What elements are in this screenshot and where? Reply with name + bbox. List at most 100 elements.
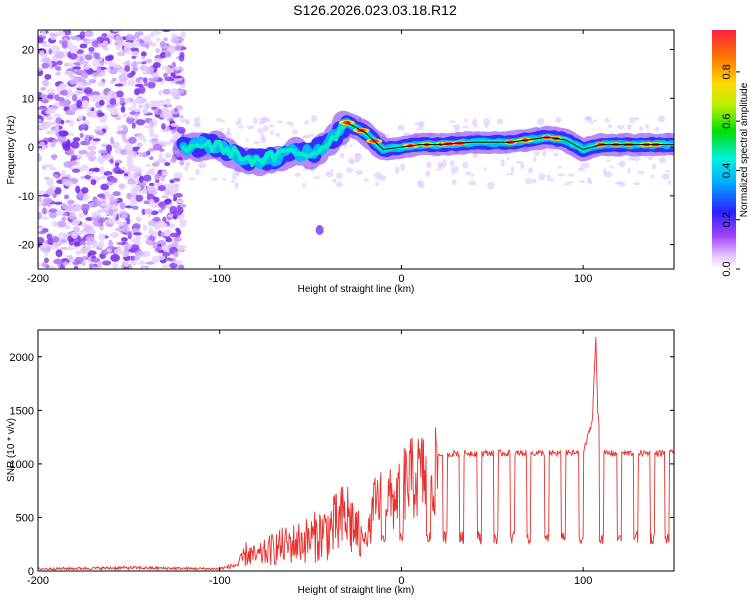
haze-blob [568, 173, 575, 177]
noise-blob [61, 216, 67, 222]
noise-blob [98, 240, 105, 249]
spectrogram-xlabel: Height of straight line (km) [298, 284, 415, 295]
noise-blob [128, 136, 137, 144]
noise-blob [45, 130, 54, 135]
haze-blob [276, 120, 284, 124]
colorbar-tick-label: 0.2 [721, 212, 733, 227]
haze-blob [538, 173, 546, 181]
noise-blob [106, 181, 114, 186]
noise-blob [81, 187, 89, 194]
haze-blob [339, 152, 345, 159]
y-tick-label: -10 [18, 191, 34, 203]
noise-blob [42, 207, 47, 215]
haze-blob [528, 166, 534, 174]
haze-blob [189, 177, 196, 180]
noise-blob [38, 106, 44, 111]
noise-blob [67, 88, 73, 96]
colorbar-gradient [712, 30, 736, 269]
noise-blob [138, 85, 146, 94]
noise-blob [109, 137, 115, 145]
y-tick-label: 2000 [10, 352, 34, 364]
noise-blob [114, 248, 123, 255]
noise-blob [46, 178, 55, 186]
haze-blob [632, 182, 641, 186]
noise-blob [161, 264, 170, 268]
noise-blob [148, 182, 155, 187]
noise-blob [112, 191, 121, 197]
noise-blob [146, 58, 152, 64]
noise-blob [79, 132, 84, 139]
noise-blob [86, 239, 92, 246]
noise-blob [136, 142, 143, 148]
haze-blob [626, 124, 632, 130]
noise-blob [153, 133, 159, 140]
haze-blob [436, 168, 441, 171]
noise-blob [115, 220, 122, 225]
noise-blob [164, 98, 170, 103]
noise-blob [116, 125, 122, 131]
noise-blob [176, 245, 185, 252]
noise-blob [40, 98, 49, 104]
haze-blob [374, 182, 380, 186]
noise-blob [114, 83, 124, 87]
noise-blob [140, 51, 147, 57]
haze-blob [252, 140, 261, 145]
haze-blob [633, 116, 640, 121]
noise-blob [52, 154, 57, 161]
noise-blob [82, 38, 88, 42]
noise-blob [80, 123, 87, 128]
haze-blob [562, 183, 571, 186]
haze-blob [506, 156, 510, 161]
noise-blob [54, 65, 62, 71]
x-tick-label: 100 [574, 575, 592, 587]
haze-blob [292, 129, 298, 135]
noise-blob [103, 96, 110, 101]
noise-blob [125, 34, 134, 42]
noise-blob [129, 260, 138, 266]
haze-blob [275, 132, 281, 137]
noise-blob [161, 122, 166, 130]
noise-blob [79, 31, 86, 39]
noise-blob [98, 99, 105, 106]
noise-blob [127, 78, 136, 87]
haze-blob [336, 181, 343, 188]
noise-blob [121, 249, 130, 258]
haze-blob [452, 124, 461, 130]
noise-blob [125, 60, 131, 67]
noise-blob [68, 75, 76, 79]
noise-blob [53, 173, 59, 179]
noise-blob [83, 65, 91, 70]
noise-blob [143, 200, 151, 205]
noise-blob [168, 187, 177, 195]
noise-blob [114, 161, 120, 168]
noise-blob [109, 232, 120, 238]
haze-blob [524, 177, 532, 185]
noise-blob [172, 210, 183, 216]
noise-blob [92, 60, 100, 68]
noise-blob [74, 203, 82, 212]
noise-blob [163, 37, 168, 42]
noise-blob [65, 246, 75, 251]
haze-blob [557, 173, 566, 177]
noise-blob [85, 216, 93, 221]
noise-blob [117, 51, 126, 57]
noise-blob [137, 151, 143, 158]
haze-blob [184, 165, 189, 172]
noise-blob [127, 72, 134, 79]
noise-blob [72, 226, 80, 233]
figure-title: S126.2026.023.03.18.R12 [293, 2, 457, 18]
noise-blob [133, 167, 143, 175]
noise-blob [38, 67, 43, 72]
noise-blob [164, 230, 171, 237]
noise-blob [160, 232, 166, 238]
noise-blob [143, 250, 151, 257]
noise-blob [173, 66, 181, 71]
noise-blob [125, 149, 134, 155]
noise-blob [81, 261, 87, 267]
noise-blob [49, 265, 56, 269]
haze-blob [230, 180, 235, 184]
haze-blob [606, 159, 611, 163]
noise-blob [97, 209, 104, 213]
haze-blob [472, 118, 478, 127]
